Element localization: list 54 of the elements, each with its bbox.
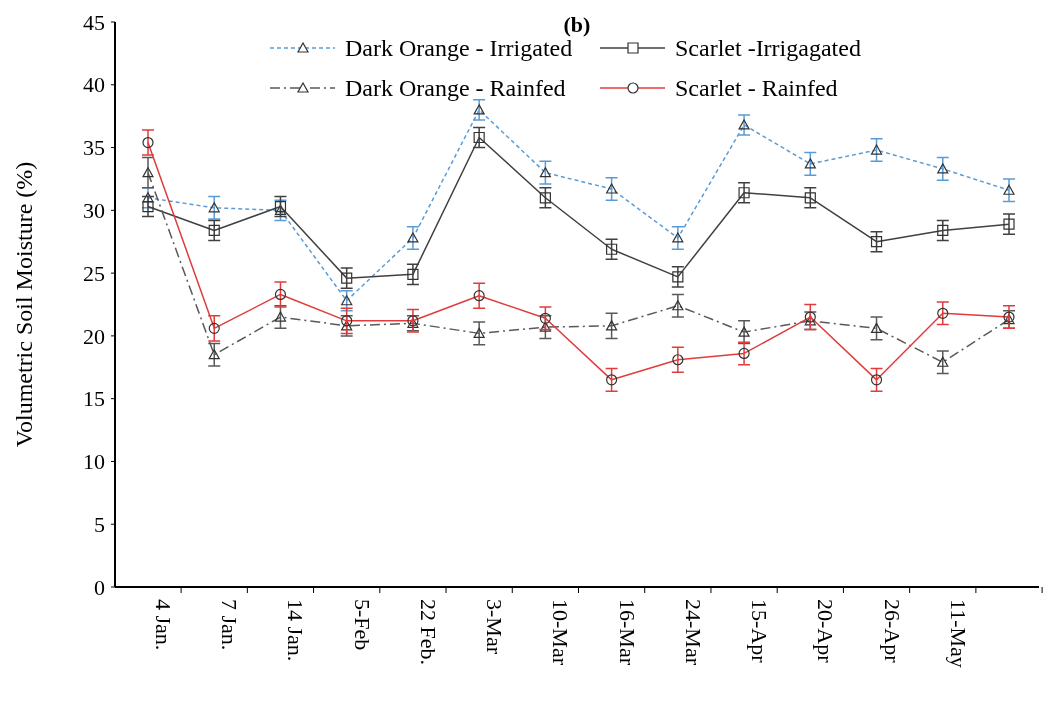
- point: [341, 320, 353, 331]
- point: [539, 321, 551, 332]
- x-tick-label: 16-Mar: [614, 599, 640, 666]
- y-tick-label: 10: [83, 449, 105, 475]
- point: [804, 192, 816, 204]
- x-tick-label: 5-Feb: [349, 599, 375, 651]
- point: [473, 327, 485, 338]
- x-tick-label: 24-Mar: [680, 599, 706, 666]
- chart-title: (b): [563, 12, 591, 37]
- y-tick-label: 40: [83, 72, 105, 98]
- x-tick-label: 11-May: [945, 599, 971, 668]
- point: [738, 326, 750, 337]
- y-tick-label: 25: [83, 260, 105, 286]
- point: [606, 243, 618, 255]
- point: [208, 349, 220, 360]
- point: [672, 300, 684, 311]
- y-tick-label: 0: [94, 574, 105, 600]
- x-tick-label: 15-Apr: [747, 599, 773, 664]
- point: [870, 236, 883, 248]
- point: [274, 311, 287, 322]
- point: [341, 272, 353, 284]
- point: [870, 322, 883, 333]
- point: [142, 167, 154, 178]
- y-tick-label: 20: [83, 323, 105, 349]
- y-tick-label: 35: [83, 135, 105, 161]
- point: [738, 187, 750, 199]
- x-tick-label: 7 Jan.: [217, 599, 243, 651]
- legend-label: Dark Orange - Irrigated: [345, 35, 573, 62]
- x-tick-label: 26-Apr: [879, 599, 905, 664]
- point: [1003, 218, 1015, 230]
- x-tick-label: 22 Feb.: [415, 599, 441, 665]
- x-tick-label: 4 Jan.: [151, 599, 176, 651]
- point: [672, 271, 684, 283]
- point: [142, 200, 154, 213]
- y-axis-title: Volumetric Soil Moisture (%): [11, 161, 37, 448]
- y-tick-label: 30: [83, 198, 105, 224]
- point: [274, 200, 287, 213]
- y-tick-label: 15: [83, 386, 105, 412]
- y-tick-label: 5: [94, 511, 105, 537]
- point: [208, 224, 220, 237]
- point: [407, 268, 419, 280]
- x-tick-label: 14 Jan.: [283, 599, 309, 662]
- point: [937, 224, 949, 237]
- legend-label: Scarlet -Irrigagated: [675, 35, 861, 62]
- legend-label: Scarlet - Rainfed: [675, 75, 838, 102]
- y-tick-label: 45: [83, 9, 105, 35]
- point: [473, 131, 485, 144]
- point: [606, 320, 618, 331]
- x-tick-label: 3-Mar: [482, 599, 508, 655]
- point: [539, 192, 551, 204]
- point: [937, 356, 949, 367]
- x-tick-label: 20-Apr: [813, 599, 839, 664]
- x-tick-label: 10-Mar: [548, 599, 574, 666]
- legend-label: Dark Orange - Rainfed: [345, 75, 566, 102]
